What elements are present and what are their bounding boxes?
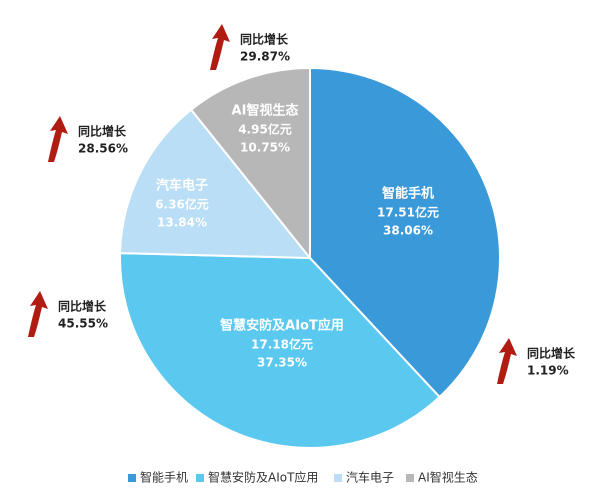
growth-value: 45.55% [58,317,108,331]
legend-swatch [406,474,414,482]
slice-category: AI智视生态 [232,103,299,119]
slice-amount: 6.36亿元 [155,197,209,212]
legend-label: 智能手机 [140,470,188,485]
pie-slice [119,252,441,449]
legend-swatch [196,474,204,482]
growth-arrow [28,291,48,337]
slice-percent: 10.75% [240,141,290,155]
growth-label: 同比增长 [58,299,107,314]
slice-percent: 13.84% [157,216,207,230]
slice-amount: 17.51亿元 [377,205,439,220]
slice-percent: 38.06% [383,224,433,238]
legend-swatch [334,474,342,482]
slice-category: 智能手机 [382,186,434,202]
pie-slice [309,66,501,399]
slice-category: 智慧安防及AIoT应用 [220,318,344,334]
legend-swatch [128,474,136,482]
growth-label: 同比增长 [527,346,576,361]
growth-arrow [210,24,230,70]
slice-amount: 4.95亿元 [238,122,292,137]
growth-label: 同比增长 [240,32,289,47]
growth-arrow [48,116,68,162]
growth-label: 同比增长 [78,124,127,139]
legend-label: AI智视生态 [418,470,478,485]
slice-percent: 37.35% [257,356,307,370]
pie-slice [189,66,311,261]
slice-amount: 17.18亿元 [251,337,313,352]
legend-label: 智慧安防及AIoT应用 [208,470,318,485]
growth-value: 29.87% [240,50,290,64]
slice-category: 汽车电子 [156,178,208,194]
legend-label: 汽车电子 [346,470,394,485]
growth-arrow [497,338,517,384]
growth-value: 1.19% [527,364,569,378]
pie-slice [119,108,313,260]
growth-value: 28.56% [78,142,128,156]
